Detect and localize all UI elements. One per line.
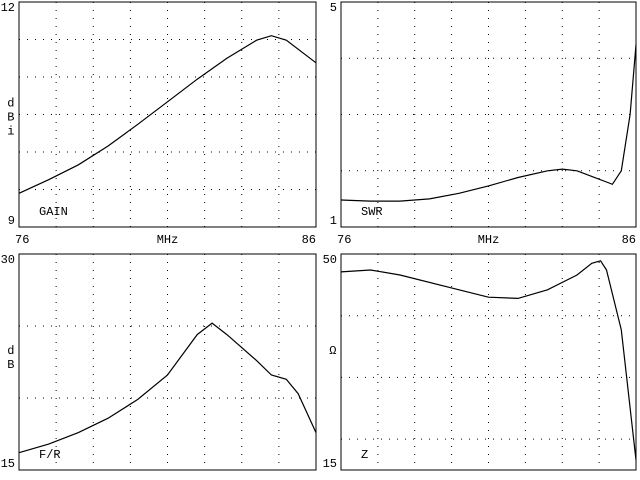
plot-label: GAIN [39, 205, 68, 219]
x-tick-label: 76 [337, 233, 351, 247]
x-axis-label: MHz [478, 233, 500, 247]
x-tick-label: 76 [15, 233, 29, 247]
plot-frame [340, 253, 637, 471]
x-axis-label: MHz [157, 233, 179, 247]
data-line [340, 260, 637, 461]
y-tick-label: 9 [8, 214, 15, 228]
plot-frame [18, 1, 317, 228]
y-tick-label: 12 [1, 1, 15, 15]
data-line [340, 44, 637, 202]
x-tick-label: 86 [302, 233, 316, 247]
data-line [18, 35, 317, 194]
y-axis-label: Ω [326, 344, 340, 358]
plot-frame [18, 253, 317, 471]
y-tick-label: 15 [1, 457, 15, 471]
y-tick-label: 1 [330, 214, 337, 228]
plot-label: SWR [361, 205, 383, 219]
data-line [18, 322, 317, 454]
plot-frame [340, 1, 637, 228]
plot-label: F/R [39, 448, 61, 462]
plot-label: Z [361, 448, 368, 462]
y-tick-label: 15 [323, 457, 337, 471]
x-tick-label: 86 [622, 233, 636, 247]
y-tick-label: 5 [330, 1, 337, 15]
y-tick-label: 30 [1, 253, 15, 267]
y-axis-label: dB [4, 344, 18, 372]
y-axis-label: dBi [4, 97, 18, 139]
y-tick-label: 50 [323, 253, 337, 267]
